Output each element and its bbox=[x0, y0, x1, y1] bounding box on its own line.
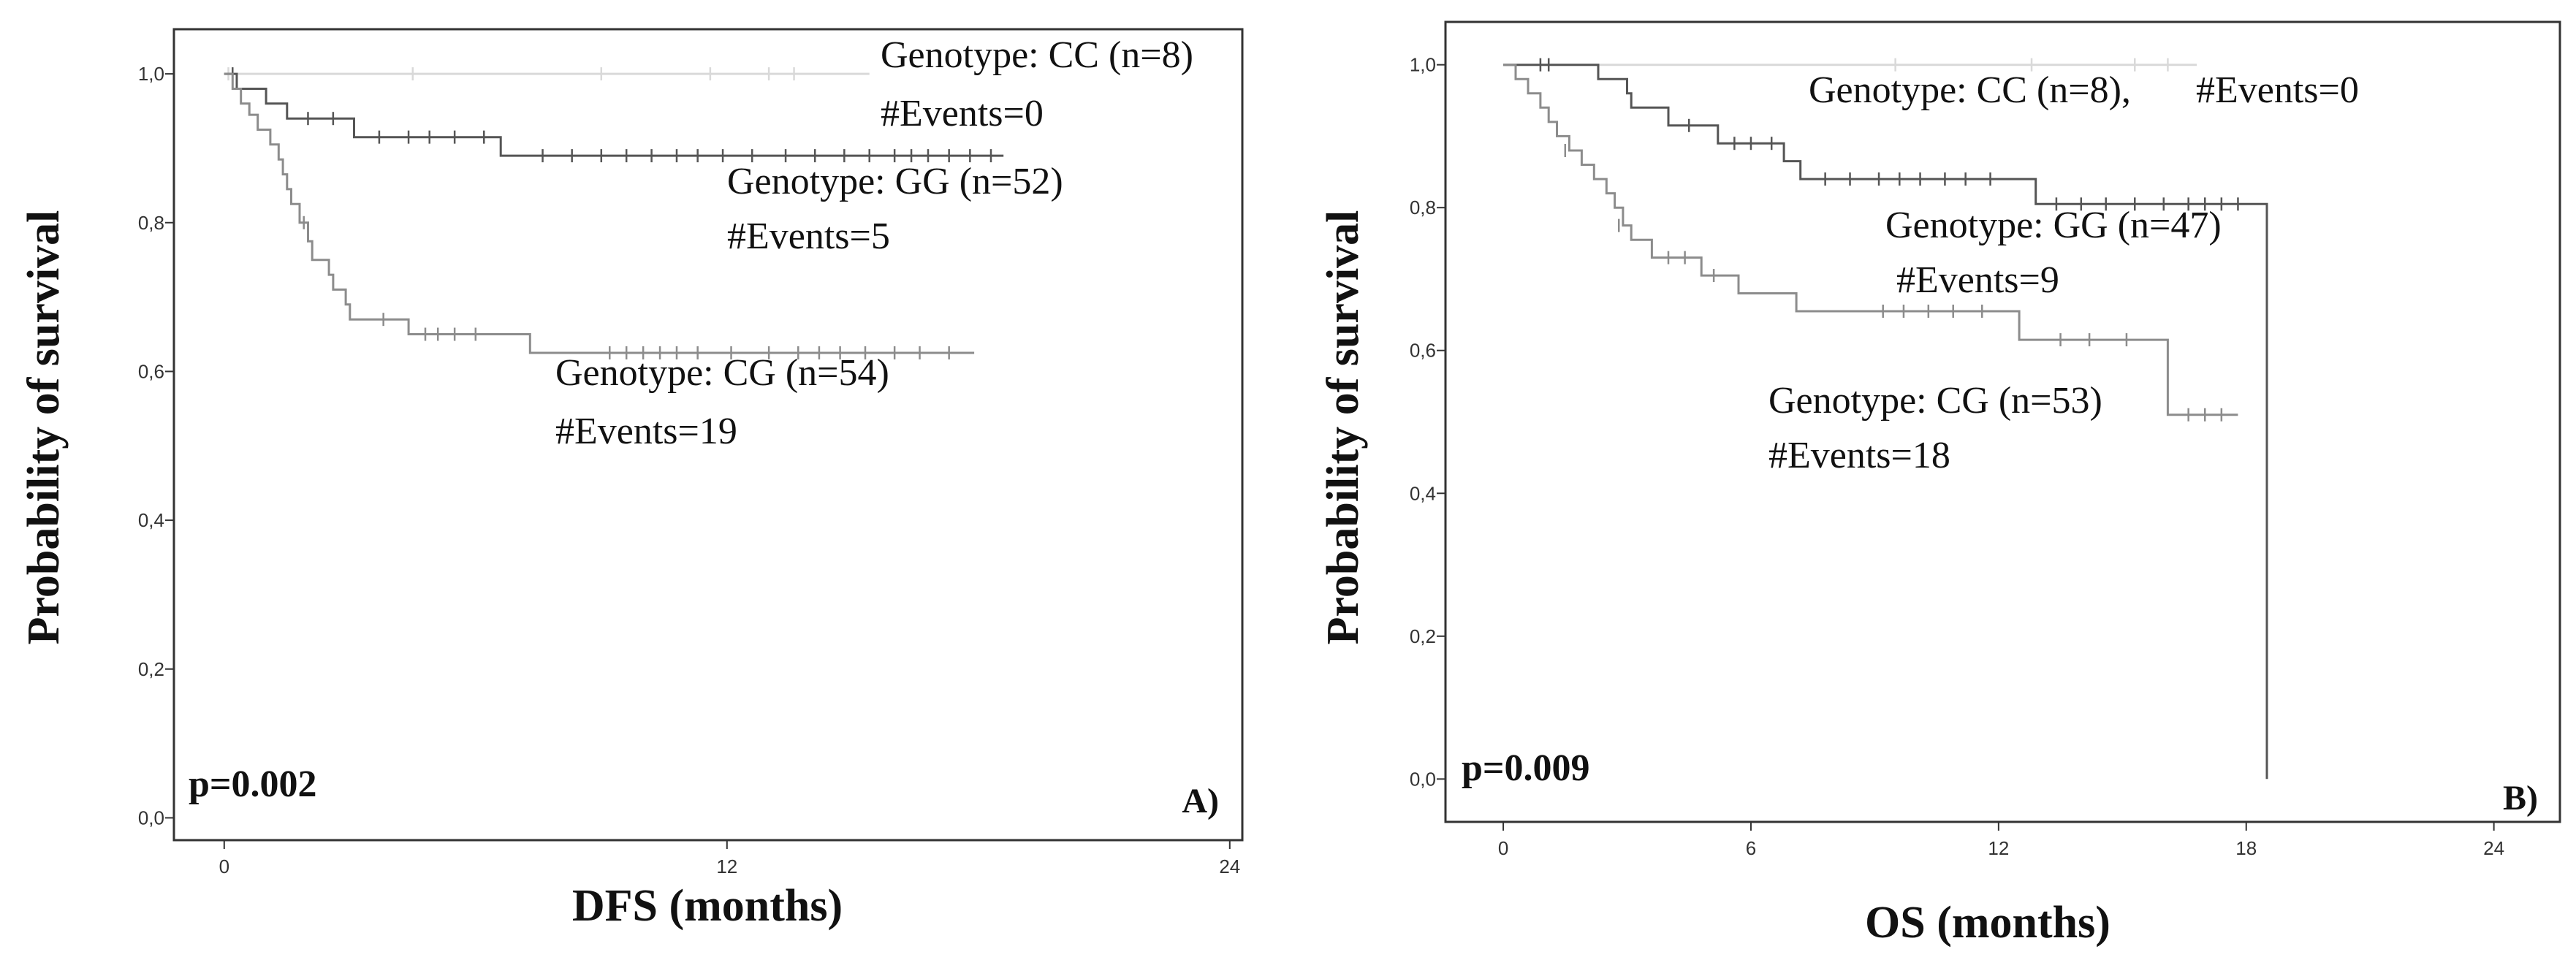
events-gg: #Events=5 bbox=[727, 216, 890, 257]
x-tick-label: 24 bbox=[1219, 855, 1240, 877]
y-tick-label: 0,0 bbox=[1410, 768, 1436, 790]
events-gg: #Events=9 bbox=[1896, 259, 2059, 301]
survival-curve-gg bbox=[1503, 64, 2268, 780]
y-tick-label: 0,8 bbox=[1410, 197, 1436, 218]
axis-ticks: 0,0 0,2 0,4 0,6 0,8 1,0 0 6 12 18 24 bbox=[1410, 54, 2504, 859]
survival-curve-cg bbox=[1503, 64, 2238, 416]
survival-curves bbox=[224, 67, 1004, 359]
chart-panel-a: 0,0 0,2 0,4 0,6 0,8 1,0 0 12 24 Genotype: CC (n=… bbox=[0, 0, 1264, 968]
survival-curve-cg bbox=[224, 72, 975, 354]
x-tick-label: 12 bbox=[1988, 837, 2009, 859]
x-tick-label: 12 bbox=[716, 855, 737, 877]
series-cg bbox=[1503, 64, 2238, 422]
km-chart-dfs: 0,0 0,2 0,4 0,6 0,8 1,0 0 12 24 Genotype: CC (n=… bbox=[19, 28, 1244, 931]
label-gg: Genotype: GG (n=47) bbox=[1885, 205, 2222, 246]
x-axis-title: OS (months) bbox=[1865, 898, 2110, 948]
y-tick-label: 0,4 bbox=[138, 509, 164, 531]
x-tick-label: 6 bbox=[1746, 837, 1756, 859]
y-tick-label: 1,0 bbox=[138, 63, 164, 85]
series-cc bbox=[224, 67, 870, 81]
events-cc: #Events=0 bbox=[2196, 69, 2359, 111]
panel-label: B) bbox=[2503, 779, 2538, 818]
y-tick-label: 0,4 bbox=[1410, 482, 1436, 504]
survival-curves bbox=[1503, 58, 2268, 780]
y-tick-label: 0,2 bbox=[1410, 625, 1436, 647]
y-tick-label: 1,0 bbox=[1410, 54, 1436, 76]
x-axis-title: DFS (months) bbox=[572, 881, 843, 931]
p-value: p=0.002 bbox=[189, 763, 317, 805]
label-cc: Genotype: CC (n=8) bbox=[881, 34, 1193, 76]
p-value: p=0.009 bbox=[1462, 747, 1590, 789]
x-tick-label: 24 bbox=[2483, 837, 2504, 859]
plot-frame bbox=[1444, 20, 2561, 823]
x-tick-label: 18 bbox=[2235, 837, 2257, 859]
y-tick-label: 0,0 bbox=[138, 807, 164, 828]
axis-ticks: 0,0 0,2 0,4 0,6 0,8 1,0 0 12 24 bbox=[138, 63, 1240, 877]
y-tick-label: 0,2 bbox=[138, 658, 164, 680]
panel-label: A) bbox=[1182, 782, 1219, 820]
annotations: Genotype: CC (n=8), #Events=0 Genotype: … bbox=[1318, 69, 2538, 948]
label-cg: Genotype: CG (n=53) bbox=[1768, 380, 2102, 422]
label-cg: Genotype: CG (n=54) bbox=[555, 352, 889, 394]
x-tick-label: 0 bbox=[219, 855, 229, 877]
label-cc: Genotype: CC (n=8), bbox=[1809, 69, 2131, 111]
chart-panel-b: 0,0 0,2 0,4 0,6 0,8 1,0 0 6 12 18 24 Genotype: CC … bbox=[1308, 0, 2576, 968]
km-chart-os: 0,0 0,2 0,4 0,6 0,8 1,0 0 6 12 18 24 Genotype: CC … bbox=[1318, 20, 2561, 948]
annotations: Genotype: CC (n=8) #Events=0 Genotype: G… bbox=[19, 34, 1219, 931]
events-cg: #Events=18 bbox=[1768, 435, 1950, 476]
y-tick-label: 0,8 bbox=[138, 212, 164, 234]
y-tick-label: 0,6 bbox=[1410, 340, 1436, 362]
y-axis-title: Probability of survival bbox=[1318, 210, 1368, 645]
x-tick-label: 0 bbox=[1498, 837, 1508, 859]
label-gg: Genotype: GG (n=52) bbox=[727, 161, 1063, 202]
series-cg bbox=[224, 72, 975, 359]
series-gg bbox=[1503, 58, 2268, 780]
y-axis-title: Probability of survival bbox=[19, 210, 69, 645]
events-cc: #Events=0 bbox=[881, 93, 1044, 134]
plot-frame bbox=[172, 28, 1244, 842]
events-cg: #Events=19 bbox=[555, 411, 737, 452]
y-tick-label: 0,6 bbox=[138, 360, 164, 382]
